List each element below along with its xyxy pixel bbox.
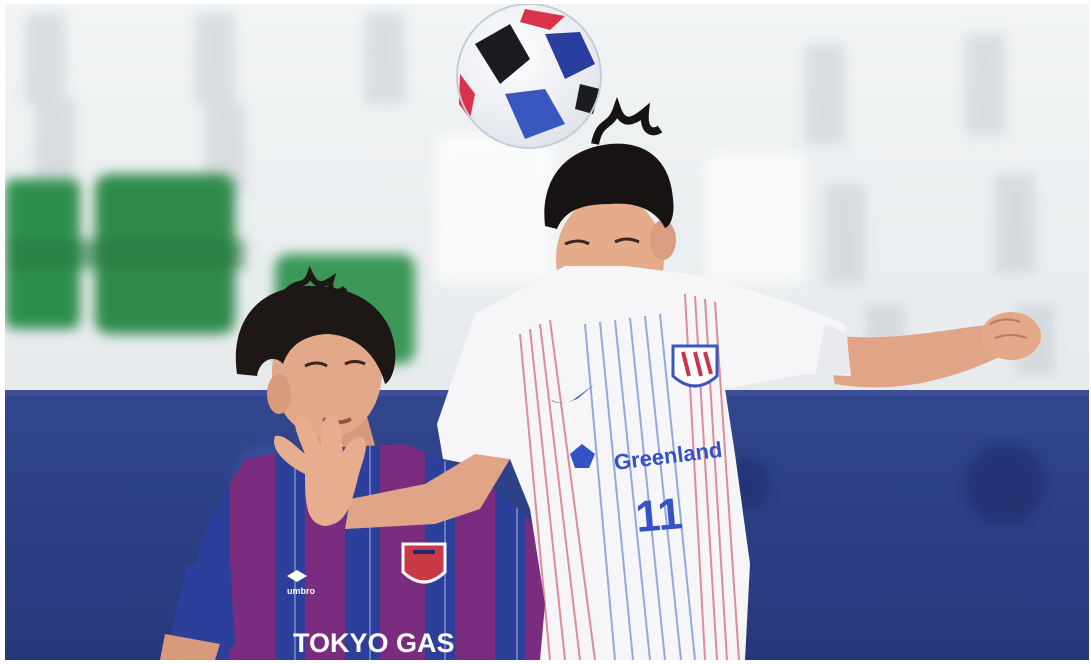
kit-maker-label: umbro (287, 586, 316, 596)
club-crest-icon (401, 542, 447, 584)
sponsor-logo-icon (570, 444, 595, 468)
photo-canvas: umbro TOKYO GAS (5, 4, 1089, 660)
shirt-number: 11 (634, 489, 685, 542)
club-crest-icon (671, 344, 719, 388)
white-player-left-arm (345, 454, 510, 529)
sponsor-text-tokyo-gas: TOKYO GAS (293, 628, 455, 658)
fist (981, 312, 1041, 360)
away-player-hand (274, 415, 366, 526)
umbro-logo-icon (287, 570, 307, 582)
football-icon (456, 4, 602, 149)
match-photo: umbro TOKYO GAS (5, 4, 1089, 660)
